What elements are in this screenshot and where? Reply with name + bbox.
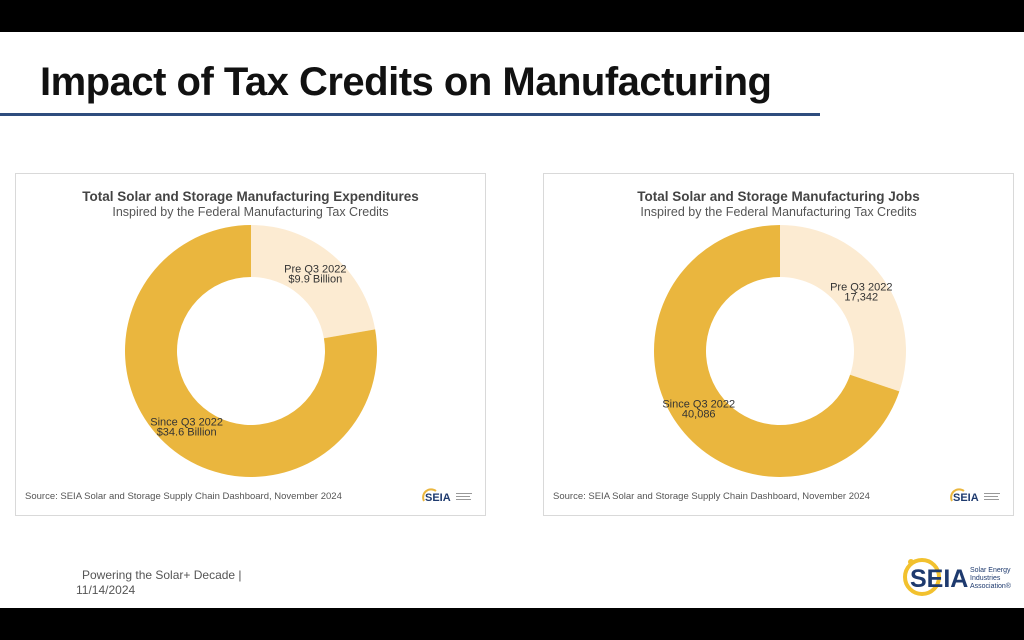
- chart-source: Source: SEIA Solar and Storage Supply Ch…: [25, 491, 342, 502]
- chart-subtitle: Inspired by the Federal Manufacturing Ta…: [640, 205, 917, 219]
- expenditures-chart-panel: Total Solar and Storage Manufacturing Ex…: [15, 173, 486, 516]
- seia-logo: SEIA: [950, 488, 1000, 504]
- slice-value-label: $34.6 Billion: [157, 427, 217, 439]
- seia-tagline-2: Industries: [970, 575, 1001, 582]
- slice-value-label: 40,086: [682, 408, 716, 420]
- chart-title: Total Solar and Storage Manufacturing Jo…: [637, 189, 920, 204]
- seia-logo-mark: SEIA: [425, 492, 451, 504]
- slice-label: Since Q3 2022: [150, 417, 223, 429]
- chart-source: Source: SEIA Solar and Storage Supply Ch…: [553, 491, 870, 502]
- seia-tagline-3: Association®: [970, 582, 1012, 590]
- slide: Impact of Tax Credits on Manufacturing T…: [0, 32, 1024, 608]
- slice-label: Pre Q3 2022: [284, 263, 346, 275]
- jobs-chart-panel: Total Solar and Storage Manufacturing Jo…: [543, 173, 1014, 516]
- seia-footer-logo: SEIA Solar Energy Industries Association…: [903, 558, 1012, 596]
- footer-text: Powering the Solar+ Decade |: [82, 568, 242, 582]
- donut-slice-pre-q3-2022: [251, 225, 376, 339]
- slice-value-label: 17,342: [844, 292, 878, 304]
- slice-value-label: $9.9 Billion: [288, 273, 342, 285]
- slice-label: Since Q3 2022: [662, 398, 735, 410]
- chart-subtitle: Inspired by the Federal Manufacturing Ta…: [112, 205, 389, 219]
- seia-logo: SEIA: [422, 488, 472, 504]
- seia-logo-mark: SEIA: [953, 492, 979, 504]
- donut-chart: Pre Q3 2022$9.9 Billion Since Q3 2022$34.…: [125, 225, 377, 477]
- title-underline: [0, 113, 820, 116]
- donut-slice-since-q3-2022: [654, 225, 900, 477]
- chart-title: Total Solar and Storage Manufacturing Ex…: [82, 189, 419, 204]
- slide-title: Impact of Tax Credits on Manufacturing: [40, 60, 772, 104]
- seia-logo-mark: SEIA: [910, 565, 968, 593]
- seia-tagline-1: Solar Energy: [970, 567, 1011, 574]
- footer: Powering the Solar+ Decade | 11/14/2024: [76, 568, 242, 598]
- footer-date: 11/14/2024: [76, 583, 136, 597]
- donut-slice-pre-q3-2022: [780, 225, 906, 392]
- donut-slice-since-q3-2022: [125, 225, 377, 477]
- slice-label: Pre Q3 2022: [830, 282, 892, 294]
